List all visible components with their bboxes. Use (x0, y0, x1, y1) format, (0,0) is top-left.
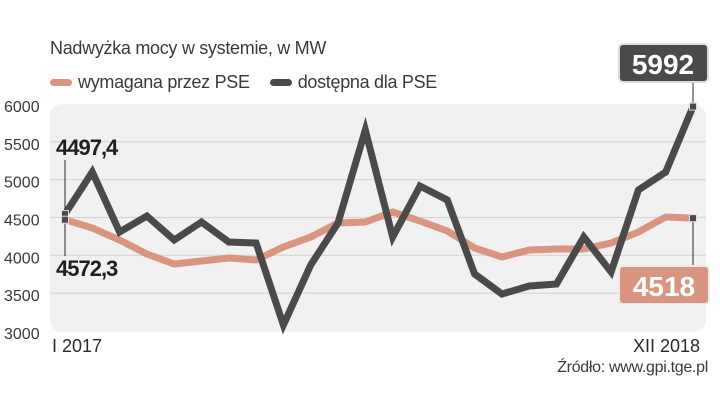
end-label-available-box (618, 43, 709, 83)
x-tick-label-start: I 2017 (52, 336, 102, 356)
source-note: Źródło: www.gpi.tge.pl (557, 359, 708, 376)
chart-title: Nadwyżka mocy w systemie, w MW (50, 38, 327, 58)
legend: wymagana przez PSE dostępna dla PSE (50, 72, 457, 93)
end-label-available: 5992 (632, 49, 694, 80)
end-marker-required (689, 214, 697, 223)
end-label-required-box (618, 265, 710, 305)
y-tick-label: 5000 (4, 175, 40, 192)
y-tick-label: 5500 (4, 137, 40, 154)
y-tick-label: 3000 (4, 326, 40, 343)
legend-item-available: dostępna dla PSE (269, 72, 438, 93)
legend-label-available: dostępna dla PSE (297, 72, 438, 92)
end-marker-available (689, 102, 697, 111)
legend-item-required: wymagana przez PSE (50, 72, 250, 93)
x-tick-label-end: XII 2018 (633, 336, 700, 356)
y-tick-label: 3500 (4, 288, 40, 305)
series-line-available (62, 105, 697, 335)
y-tick-label: 4500 (4, 213, 40, 230)
start-label-lower: 4572,3 (56, 256, 118, 281)
legend-swatch-available (269, 79, 292, 86)
start-marker-required (61, 215, 69, 224)
y-tick-label: 6000 (4, 99, 40, 116)
end-label-required: 4518 (633, 271, 695, 302)
start-label-upper: 4497,4 (56, 135, 119, 160)
y-tick-label: 4000 (4, 250, 40, 267)
legend-label-required: wymagana przez PSE (78, 72, 250, 92)
legend-swatch-required (50, 79, 72, 86)
